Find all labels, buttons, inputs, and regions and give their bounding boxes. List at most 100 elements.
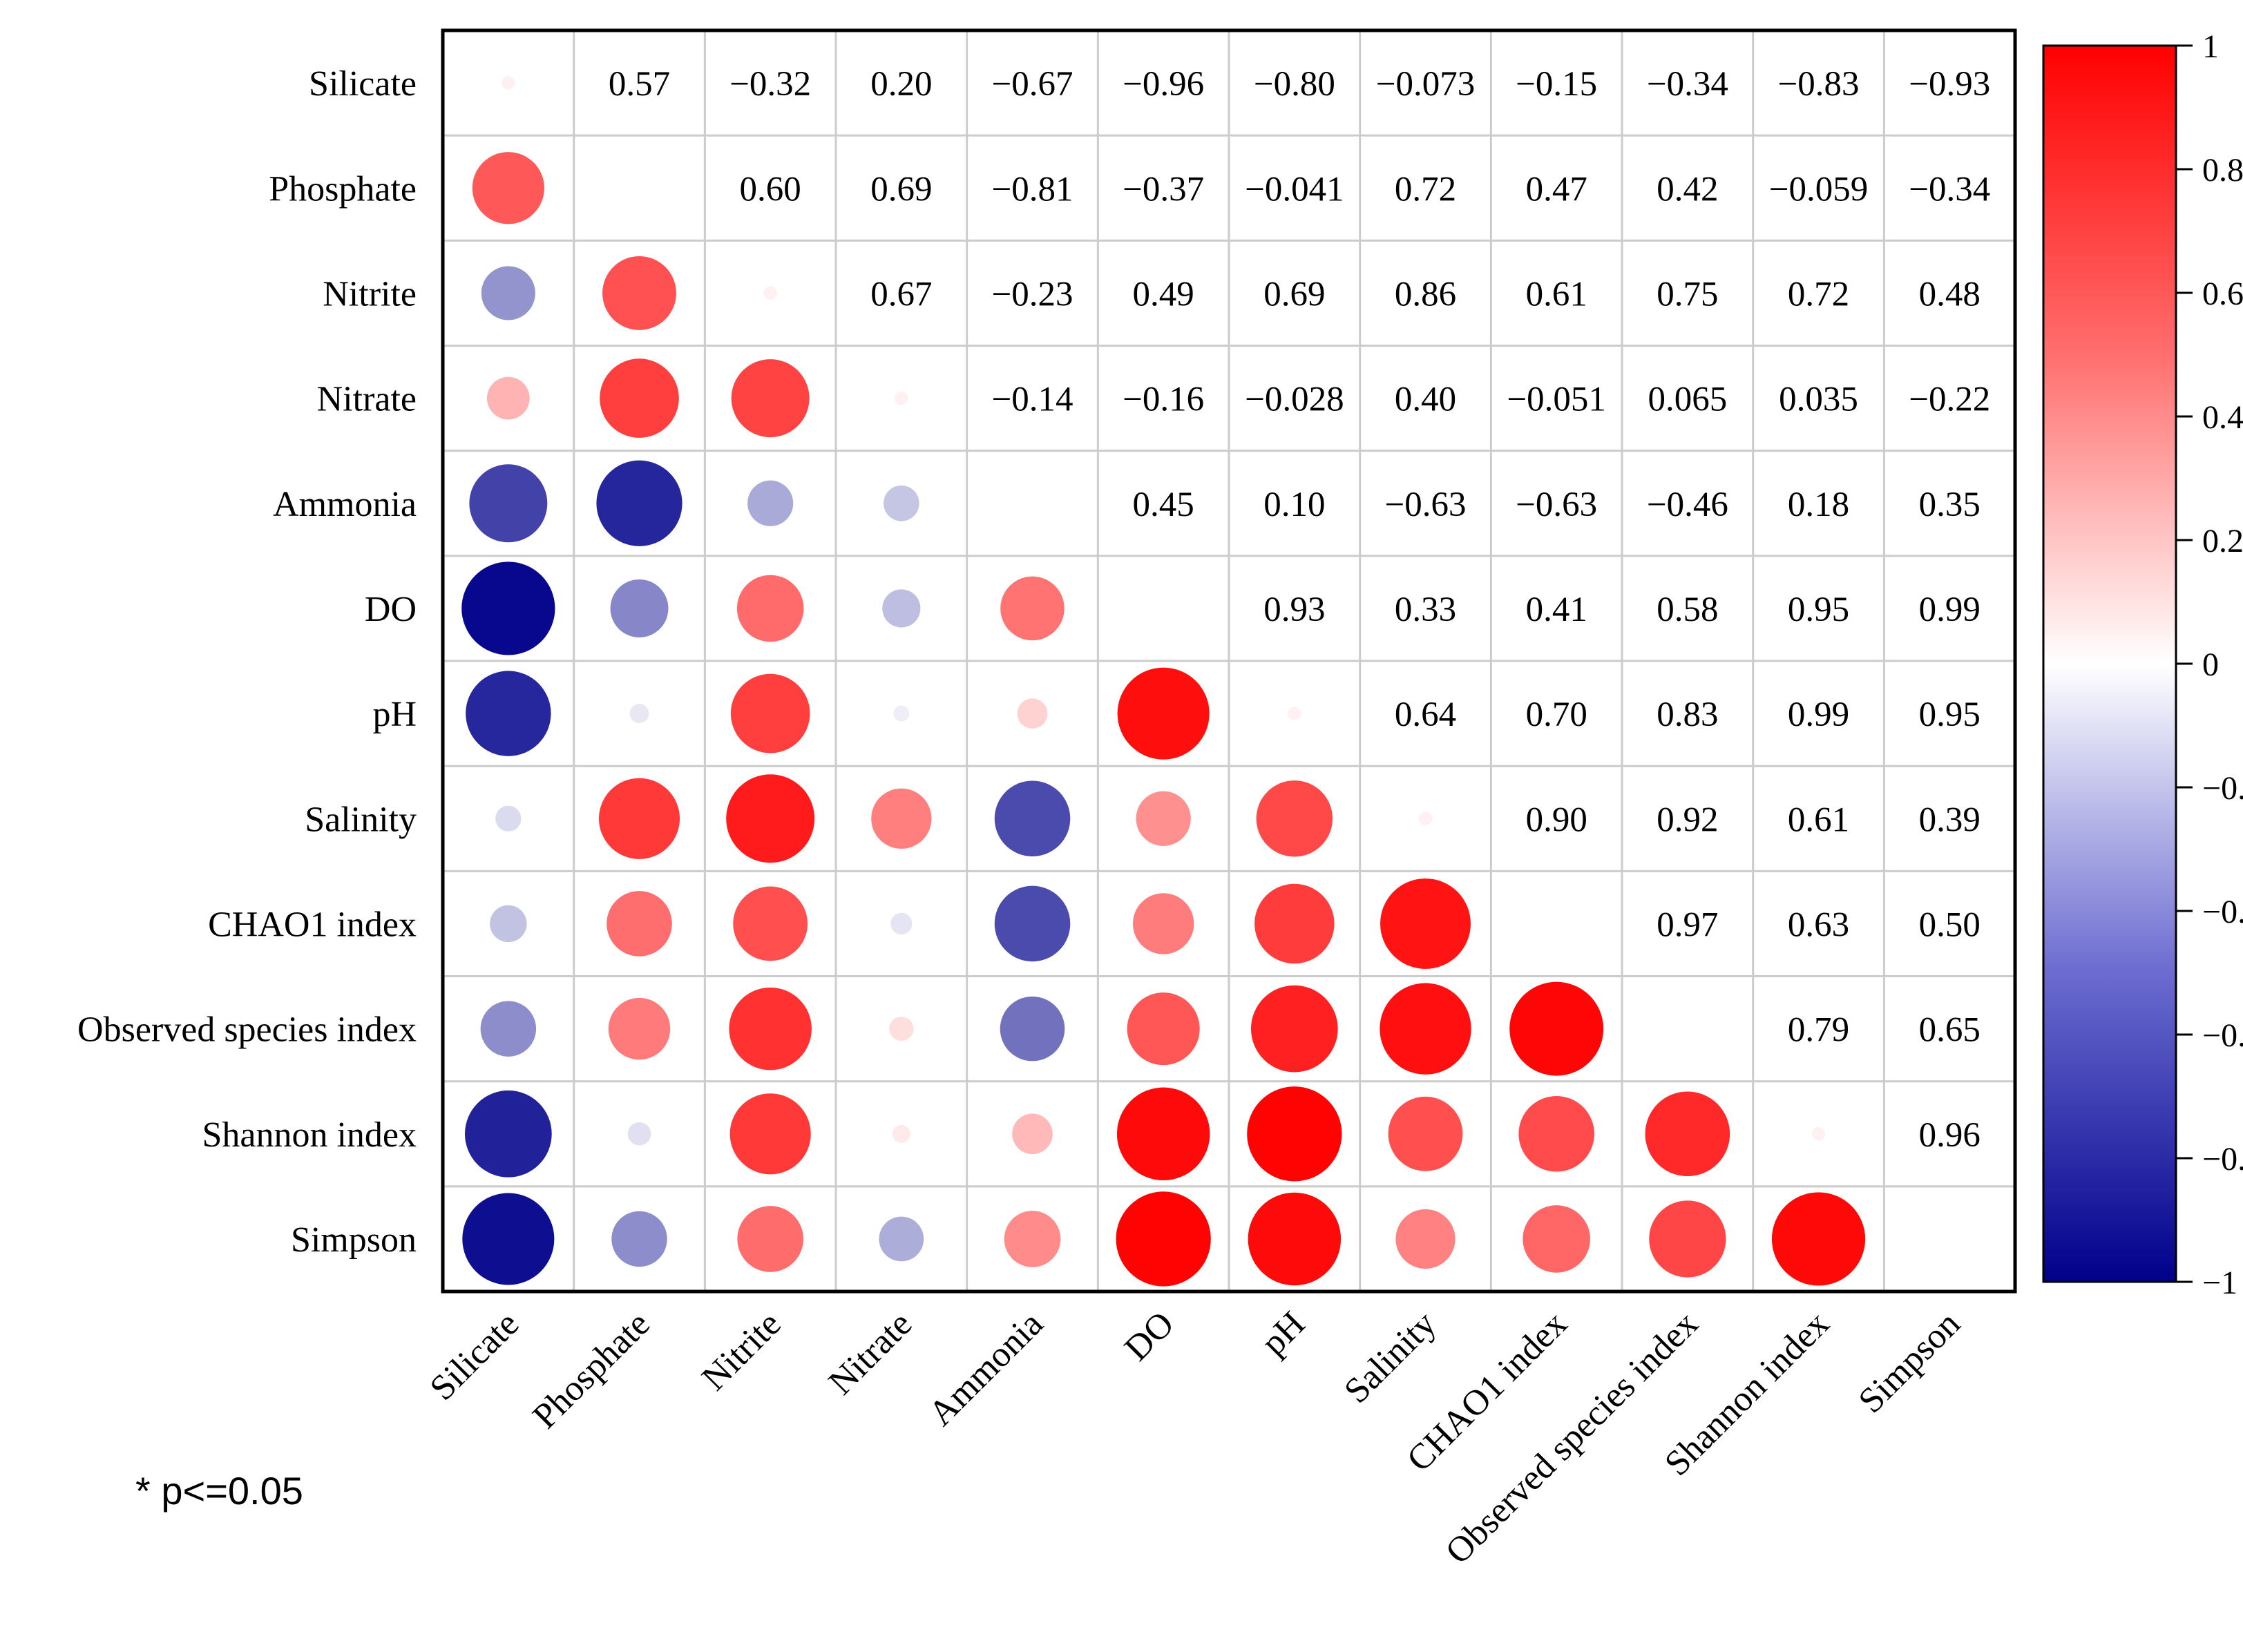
- corr-label-nitrite-shannon-index: 0.72: [1788, 275, 1849, 314]
- corr-label-phosphate-salinity: 0.72: [1395, 170, 1456, 209]
- corr-label-observed-species-index-shannon-index: 0.79: [1788, 1011, 1849, 1050]
- corr-circle-do-silicate: [461, 561, 555, 655]
- corr-circle-simpson-chao1-index: [1523, 1205, 1590, 1273]
- row-label-do: DO: [365, 590, 417, 629]
- corr-label-nitrate-salinity: 0.40: [1395, 381, 1456, 419]
- corr-circle-shannon-index-silicate: [464, 1090, 552, 1178]
- row-label-salinity: Salinity: [305, 800, 417, 839]
- corr-label-silicate-ammonia: −0.67: [992, 65, 1073, 104]
- corr-circle-observed-species-index-do: [1127, 992, 1200, 1066]
- corr-circle-chao1-index-nitrite: [733, 886, 808, 961]
- row-labels: Silicate Phosphate Nitrite Nitrate Ammonia DO…: [77, 64, 417, 1260]
- corr-circle-observed-species-index-ammonia: [1000, 996, 1065, 1062]
- corr-circle-chao1-index-nitrate: [890, 912, 913, 935]
- corr-circle-nitrite-silicate: [481, 266, 535, 320]
- colorbar-tick-label: 0.2: [2202, 523, 2243, 559]
- corr-label-ph-chao1-index: 0.70: [1526, 695, 1587, 734]
- corr-circle-ph-nitrite: [730, 673, 810, 753]
- corr-circle-simpson-ph: [1248, 1192, 1342, 1286]
- corr-circle-chao1-index-do: [1133, 893, 1194, 954]
- corr-circle-ammonia-nitrite: [747, 480, 794, 526]
- corr-circle-simpson-phosphate: [611, 1211, 667, 1267]
- corr-label-ammonia-shannon-index: 0.18: [1788, 486, 1849, 524]
- corr-label-nitrite-salinity: 0.86: [1395, 275, 1456, 314]
- corr-label-do-salinity: 0.33: [1395, 590, 1456, 629]
- corr-circle-do-ammonia: [1000, 576, 1065, 641]
- corr-label-nitrite-do: 0.49: [1133, 275, 1194, 314]
- corr-circle-chao1-index-salinity: [1380, 878, 1471, 969]
- corr-label-phosphate-nitrite: 0.60: [740, 170, 801, 209]
- corr-label-silicate-shannon-index: −0.83: [1778, 65, 1860, 104]
- corr-circle-nitrate-silicate: [486, 376, 530, 420]
- corr-label-phosphate-do: −0.37: [1123, 170, 1204, 209]
- corr-label-silicate-observed-species-index: −0.34: [1647, 65, 1728, 104]
- colorbar-tick-label: −1: [2202, 1265, 2237, 1301]
- row-label-nitrite: Nitrite: [323, 274, 417, 314]
- corr-label-nitrite-nitrate: 0.67: [870, 275, 932, 314]
- corr-circle-simpson-shannon-index: [1771, 1192, 1866, 1286]
- corr-label-do-ph: 0.93: [1263, 590, 1325, 629]
- corr-label-salinity-simpson: 0.39: [1919, 800, 1980, 839]
- footnote: * p<=0.05: [135, 1469, 303, 1512]
- corr-label-nitrate-observed-species-index: 0.065: [1648, 381, 1727, 419]
- corr-circle-salinity-do: [1136, 791, 1191, 846]
- corr-circle-ph-phosphate: [629, 704, 649, 724]
- corr-circle-nitrite-phosphate: [602, 256, 676, 330]
- corr-circle-nitrite-nitrite: [763, 286, 777, 300]
- corr-label-ammonia-observed-species-index: −0.46: [1647, 486, 1728, 524]
- corr-label-do-observed-species-index: 0.58: [1657, 590, 1718, 629]
- corr-circle-observed-species-index-ph: [1250, 985, 1338, 1073]
- colorbar-tick-label: −0.2: [2202, 770, 2243, 807]
- matrix-grid: [441, 28, 2017, 1294]
- corr-circle-shannon-index-nitrate: [892, 1124, 910, 1143]
- row-label-ammonia: Ammonia: [273, 485, 417, 524]
- corr-circle-salinity-ph: [1256, 780, 1333, 857]
- corr-circle-observed-species-index-chao1-index: [1509, 981, 1604, 1076]
- corr-label-nitrate-chao1-index: −0.051: [1507, 381, 1606, 419]
- corr-label-phosphate-observed-species-index: 0.42: [1657, 170, 1718, 209]
- matrix-frame: [441, 28, 2017, 1294]
- corr-label-do-shannon-index: 0.95: [1788, 590, 1849, 629]
- corr-circle-chao1-index-silicate: [490, 905, 527, 943]
- corr-circle-simpson-nitrite: [737, 1206, 803, 1272]
- corr-label-phosphate-ammonia: −0.81: [992, 170, 1073, 209]
- corr-label-phosphate-nitrate: 0.69: [870, 170, 932, 209]
- corr-circle-chao1-index-phosphate: [607, 891, 672, 957]
- corr-circle-ammonia-phosphate: [596, 460, 683, 546]
- colorbar-tick-label: 0.4: [2202, 399, 2243, 436]
- corr-circle-nitrate-nitrite: [731, 359, 810, 438]
- corr-label-silicate-simpson: −0.93: [1909, 65, 1990, 104]
- corr-circle-observed-species-index-nitrate: [889, 1017, 914, 1041]
- colorbar: 1 0.8 0.6 0.4 0.2 0 −0.2 −0.4 −0.6 −0.8 −1: [2042, 28, 2243, 1301]
- corr-circle-shannon-index-ammonia: [1012, 1113, 1053, 1155]
- corr-circle-simpson-observed-species-index: [1649, 1200, 1726, 1278]
- corr-label-nitrate-ammonia: −0.14: [992, 381, 1073, 419]
- colorbar-tick-label: −0.6: [2202, 1017, 2243, 1054]
- corr-label-observed-species-index-simpson: 0.65: [1919, 1011, 1980, 1050]
- corr-circle-shannon-index-chao1-index: [1518, 1096, 1594, 1172]
- corr-circle-simpson-ammonia: [1004, 1211, 1061, 1267]
- corr-label-chao1-index-simpson: 0.50: [1919, 905, 1980, 944]
- corr-circle-salinity-ammonia: [994, 780, 1071, 857]
- row-label-shannon-index: Shannon index: [202, 1115, 417, 1155]
- corr-circle-ph-ph: [1288, 707, 1301, 720]
- corr-label-silicate-ph: −0.80: [1254, 65, 1335, 104]
- corr-label-phosphate-chao1-index: 0.47: [1526, 170, 1587, 209]
- corr-circle-shannon-index-ph: [1247, 1086, 1342, 1182]
- corr-circle-simpson-nitrate: [879, 1216, 924, 1262]
- corr-circle-ammonia-silicate: [469, 464, 548, 543]
- corr-circle-ph-do: [1117, 667, 1210, 760]
- matrix-marks: 0.57 −0.32 0.20 −0.67 −0.96 −0.80 −0.073 −0.15 −…: [461, 65, 1990, 1287]
- corr-label-ph-observed-species-index: 0.83: [1657, 695, 1718, 734]
- corr-label-nitrite-simpson: 0.48: [1919, 275, 1980, 314]
- corr-circle-nitrate-nitrate: [895, 391, 908, 405]
- corr-circle-silicate-silicate: [502, 76, 515, 90]
- corr-circle-salinity-salinity: [1418, 811, 1433, 826]
- row-label-phosphate: Phosphate: [269, 169, 417, 209]
- colorbar-gradient: [2042, 44, 2177, 1283]
- corr-circle-shannon-index-phosphate: [627, 1122, 651, 1146]
- row-label-ph: pH: [372, 695, 417, 734]
- corr-label-ammonia-do: 0.45: [1133, 486, 1194, 524]
